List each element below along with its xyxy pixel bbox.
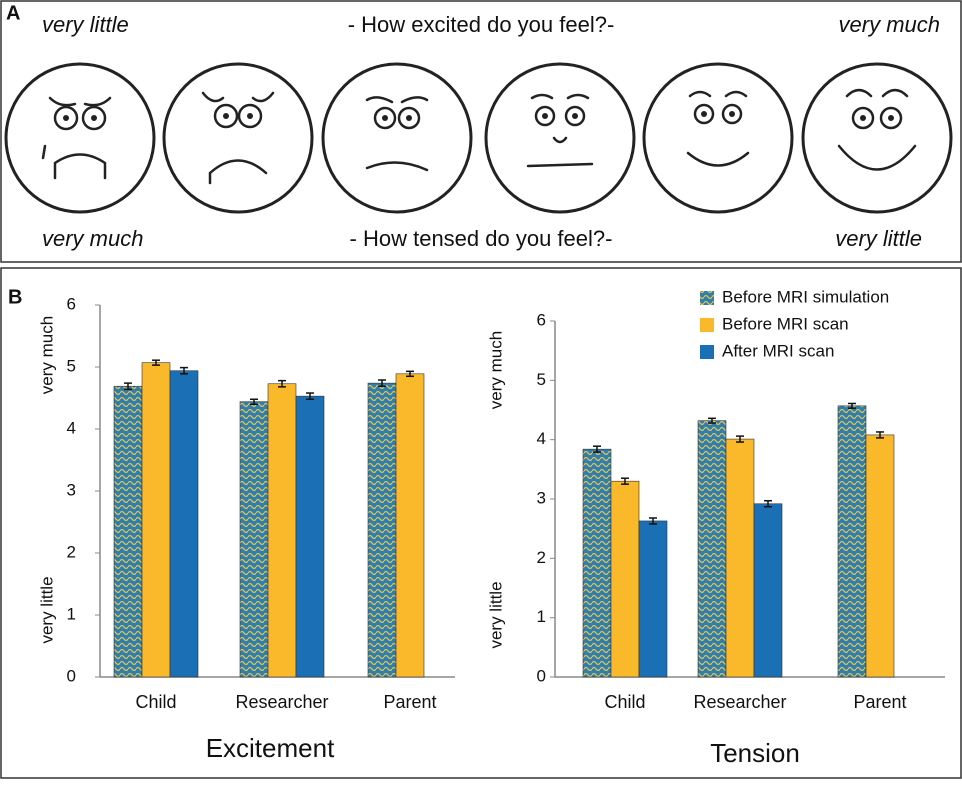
- bar: [725, 438, 755, 678]
- bar: [267, 383, 297, 678]
- question: - How excited do you feel?-: [348, 12, 615, 37]
- y-tick-label: 0: [537, 666, 546, 685]
- y-tick-label: 6: [537, 310, 546, 329]
- face: [321, 62, 473, 214]
- bar: [638, 520, 668, 678]
- y-axis-label: very little: [37, 576, 56, 643]
- x-tick-label: Parent: [853, 692, 906, 712]
- scale-label: very little: [42, 12, 129, 37]
- error-bar: [764, 500, 772, 508]
- legend-swatch: [700, 345, 714, 359]
- y-tick-label: 3: [537, 488, 546, 507]
- bar: [367, 382, 397, 678]
- x-axis-title: Excitement: [206, 733, 335, 763]
- panel-b-frame: [0, 267, 962, 779]
- y-tick-label: 2: [67, 542, 76, 561]
- error-bar: [621, 477, 629, 485]
- panel-a-frame: [0, 0, 962, 263]
- question: - How tensed do you feel?-: [350, 226, 613, 251]
- face: [484, 62, 636, 214]
- x-tick-label: Child: [135, 692, 176, 712]
- y-axis-label: very much: [37, 316, 56, 394]
- y-axis-label: very much: [486, 331, 505, 409]
- error-bar: [736, 435, 744, 443]
- bar: [865, 434, 895, 678]
- error-bar: [593, 445, 601, 453]
- bar: [837, 405, 867, 678]
- x-tick-label: Researcher: [693, 692, 786, 712]
- bar: [239, 401, 269, 678]
- x-tick-label: Researcher: [235, 692, 328, 712]
- legend-label: Before MRI simulation: [722, 287, 889, 306]
- y-tick-label: 5: [537, 370, 546, 389]
- bar: [395, 373, 425, 678]
- bar: [141, 362, 171, 678]
- face: [4, 62, 156, 214]
- legend-swatch: [700, 291, 714, 305]
- bar: [753, 503, 783, 678]
- error-bar: [124, 382, 132, 391]
- panel-label: B: [8, 286, 22, 308]
- error-bar: [180, 366, 188, 375]
- x-tick-label: Parent: [383, 692, 436, 712]
- error-bar: [152, 359, 160, 366]
- bar: [169, 370, 199, 678]
- error-bar: [406, 370, 414, 378]
- x-tick-label: Child: [604, 692, 645, 712]
- error-bar: [306, 392, 314, 400]
- error-bar: [876, 431, 884, 439]
- panel-label: A: [6, 2, 20, 24]
- error-bar: [708, 417, 716, 424]
- y-tick-label: 2: [537, 548, 546, 567]
- scale-label: very much: [42, 226, 143, 251]
- face: [162, 62, 314, 214]
- bar: [295, 395, 325, 678]
- y-axis-label: very little: [486, 581, 505, 648]
- face: [642, 62, 794, 214]
- bar: [697, 420, 727, 678]
- error-bar: [278, 379, 286, 388]
- legend-label: After MRI scan: [722, 341, 834, 360]
- face: [801, 62, 953, 214]
- y-tick-label: 4: [67, 418, 76, 437]
- bar: [113, 385, 143, 678]
- error-bar: [848, 402, 856, 409]
- legend-swatch: [700, 318, 714, 332]
- y-tick-label: 5: [67, 356, 76, 375]
- y-tick-label: 0: [67, 666, 76, 685]
- y-tick-label: 1: [537, 607, 546, 626]
- y-tick-label: 3: [67, 480, 76, 499]
- legend-label: Before MRI scan: [722, 314, 849, 333]
- error-bar: [250, 398, 258, 405]
- error-bar: [378, 379, 386, 387]
- y-tick-label: 6: [67, 294, 76, 313]
- error-bar: [649, 517, 657, 525]
- y-tick-label: 1: [67, 604, 76, 623]
- scale-label: very little: [835, 226, 922, 251]
- x-axis-title: Tension: [710, 738, 800, 768]
- bar: [610, 480, 640, 678]
- bar: [582, 448, 612, 678]
- scale-label: very much: [839, 12, 940, 37]
- y-tick-label: 4: [537, 429, 546, 448]
